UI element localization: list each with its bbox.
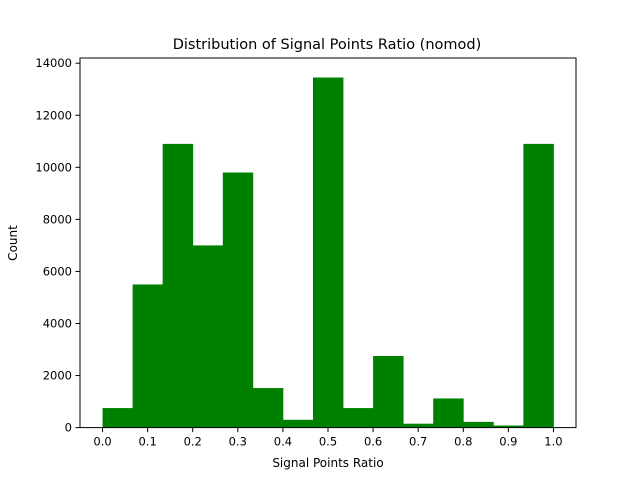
- x-axis-label: Signal Points Ratio: [272, 456, 383, 470]
- histogram-bar: [282, 419, 314, 428]
- histogram-bar: [433, 398, 464, 428]
- x-tick-label: 0.3: [229, 435, 247, 449]
- histogram-bar: [162, 143, 194, 428]
- y-tick-label: 6000: [43, 264, 72, 278]
- histogram-bar: [312, 77, 344, 428]
- y-tick-label: 2000: [43, 369, 72, 383]
- histogram-bar: [252, 388, 284, 428]
- y-tick-label: 8000: [43, 212, 72, 226]
- histogram-bar: [373, 356, 404, 428]
- y-tick-label: 0: [65, 421, 72, 435]
- y-tick-label: 12000: [35, 108, 72, 122]
- y-tick-label: 14000: [35, 56, 72, 70]
- x-axis-ticks: 0.0 0.1 0.2 0.3 0.4 0.5 0.6 0.7 0.8 0.9 1.0: [93, 427, 563, 449]
- x-tick-label: 1.0: [544, 435, 562, 449]
- x-tick-label: 0.2: [184, 435, 202, 449]
- x-tick-label: 0.9: [499, 435, 517, 449]
- x-tick-label: 0.4: [274, 435, 292, 449]
- histogram-bar: [102, 408, 134, 428]
- x-tick-label: 0.8: [454, 435, 472, 449]
- x-tick-label: 0.0: [93, 435, 111, 449]
- y-axis-ticks: 0 2000 4000 6000 8000 10000 12000 14000: [35, 56, 80, 435]
- histogram-bar: [192, 245, 224, 428]
- histogram-bar: [493, 425, 524, 428]
- bars-group: [102, 77, 554, 428]
- histogram-bar: [222, 172, 254, 428]
- x-tick-label: 0.6: [364, 435, 382, 449]
- histogram-bar: [523, 143, 554, 428]
- y-axis-label: Count: [6, 225, 20, 261]
- histogram-bar: [463, 421, 494, 428]
- histogram-bar: [132, 284, 164, 428]
- chart-title: Distribution of Signal Points Ratio (nom…: [173, 37, 482, 53]
- y-tick-label: 10000: [35, 160, 72, 174]
- x-tick-label: 0.7: [409, 435, 427, 449]
- histogram-bar: [343, 408, 374, 428]
- x-tick-label: 0.5: [319, 435, 337, 449]
- x-tick-label: 0.1: [138, 435, 156, 449]
- histogram-bar: [403, 423, 434, 428]
- y-tick-label: 4000: [43, 316, 72, 330]
